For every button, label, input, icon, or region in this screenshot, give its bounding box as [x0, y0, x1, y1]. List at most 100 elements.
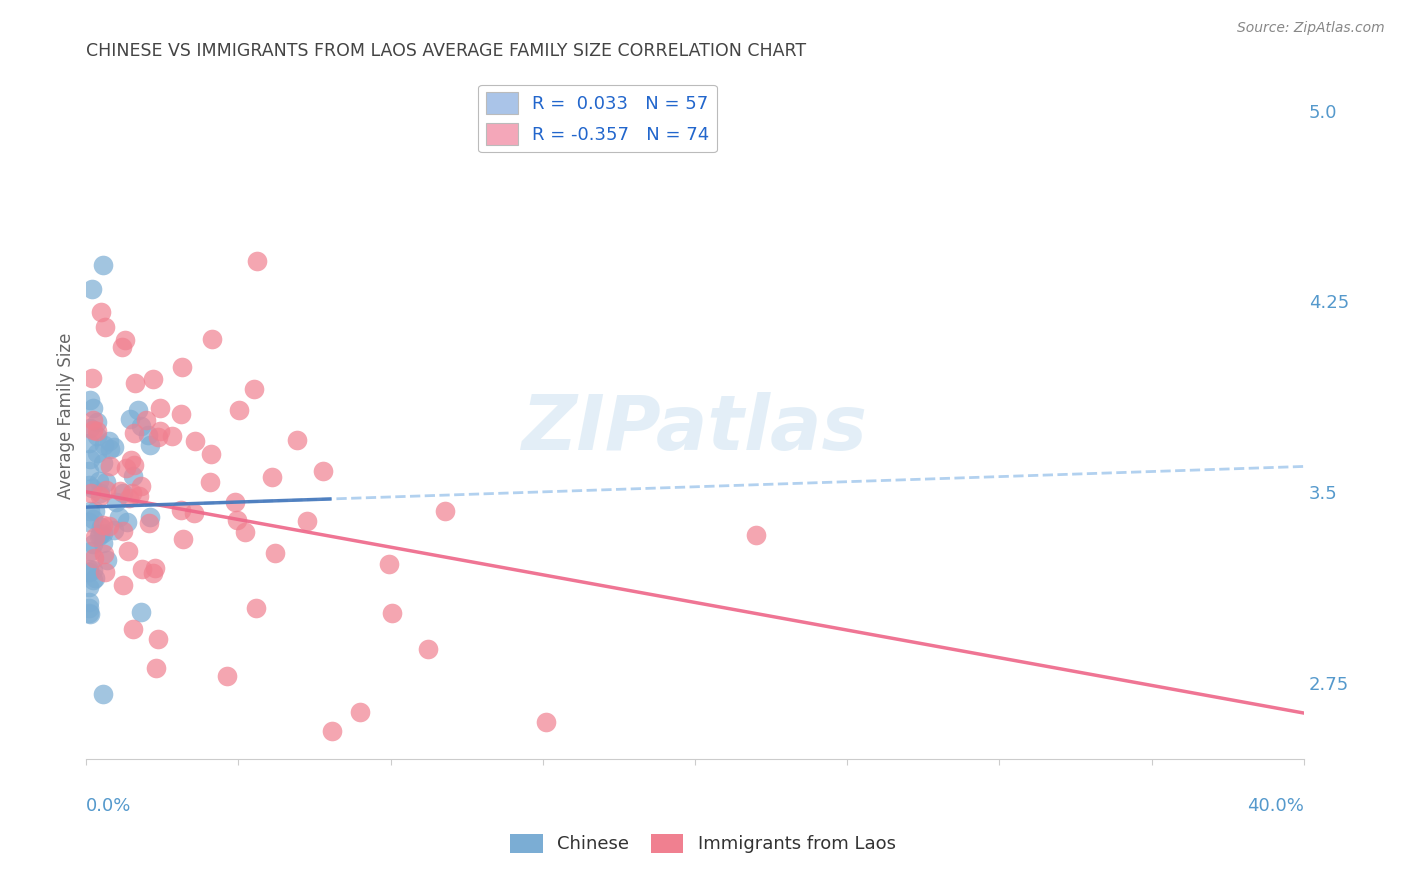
- Point: [108, 483, 131, 498]
- Point: [82, 573, 104, 587]
- Text: 0.0%: 0.0%: [86, 797, 132, 814]
- Point: [83, 551, 105, 566]
- Point: [79, 478, 101, 492]
- Point: [79, 562, 101, 576]
- Point: [295, 514, 318, 528]
- Point: [262, 470, 284, 484]
- Point: [82, 512, 104, 526]
- Point: [235, 524, 257, 539]
- Text: Source: ZipAtlas.com: Source: ZipAtlas.com: [1237, 21, 1385, 35]
- Text: 40.0%: 40.0%: [1247, 797, 1303, 814]
- Point: [111, 578, 134, 592]
- Point: [79, 543, 101, 558]
- Point: [82, 401, 104, 416]
- Point: [111, 340, 134, 354]
- Point: [124, 458, 146, 472]
- Point: [122, 622, 145, 636]
- Point: [98, 458, 121, 473]
- Legend: R =  0.033   N = 57, R = -0.357   N = 74: R = 0.033 N = 57, R = -0.357 N = 74: [478, 85, 717, 153]
- Point: [127, 402, 149, 417]
- Point: [103, 440, 125, 454]
- Point: [131, 561, 153, 575]
- Point: [418, 642, 440, 657]
- Point: [79, 606, 101, 620]
- Point: [142, 372, 165, 386]
- Point: [79, 451, 101, 466]
- Point: [97, 434, 120, 448]
- Point: [80, 481, 103, 495]
- Point: [103, 523, 125, 537]
- Point: [120, 453, 142, 467]
- Point: [124, 376, 146, 390]
- Y-axis label: Average Family Size: Average Family Size: [58, 333, 75, 499]
- Point: [745, 528, 768, 542]
- Point: [131, 479, 153, 493]
- Point: [98, 442, 121, 456]
- Legend: Chinese, Immigrants from Laos: Chinese, Immigrants from Laos: [503, 827, 903, 861]
- Point: [245, 600, 267, 615]
- Point: [183, 506, 205, 520]
- Point: [321, 724, 343, 739]
- Point: [86, 445, 108, 459]
- Point: [105, 494, 128, 508]
- Point: [79, 504, 101, 518]
- Point: [82, 563, 104, 577]
- Point: [143, 561, 166, 575]
- Point: [162, 429, 184, 443]
- Point: [433, 504, 456, 518]
- Point: [120, 411, 142, 425]
- Point: [93, 547, 115, 561]
- Point: [170, 503, 193, 517]
- Point: [124, 425, 146, 440]
- Point: [89, 474, 111, 488]
- Text: CHINESE VS IMMIGRANTS FROM LAOS AVERAGE FAMILY SIZE CORRELATION CHART: CHINESE VS IMMIGRANTS FROM LAOS AVERAGE …: [86, 42, 807, 60]
- Point: [534, 714, 557, 729]
- Point: [145, 661, 167, 675]
- Point: [91, 687, 114, 701]
- Point: [87, 529, 110, 543]
- Point: [200, 447, 222, 461]
- Point: [89, 489, 111, 503]
- Point: [139, 509, 162, 524]
- Point: [112, 524, 135, 538]
- Point: [242, 383, 264, 397]
- Point: [114, 334, 136, 348]
- Point: [149, 401, 172, 415]
- Point: [93, 438, 115, 452]
- Point: [79, 607, 101, 621]
- Point: [79, 515, 101, 529]
- Point: [90, 520, 112, 534]
- Point: [149, 424, 172, 438]
- Point: [82, 537, 104, 551]
- Point: [79, 600, 101, 615]
- Point: [378, 558, 401, 572]
- Point: [82, 413, 104, 427]
- Point: [79, 595, 101, 609]
- Point: [96, 553, 118, 567]
- Point: [183, 434, 205, 449]
- Point: [172, 359, 194, 374]
- Point: [225, 513, 247, 527]
- Point: [82, 281, 104, 295]
- Point: [82, 423, 104, 437]
- Point: [115, 461, 138, 475]
- Point: [94, 565, 117, 579]
- Point: [117, 516, 139, 530]
- Text: ZIPatlas: ZIPatlas: [522, 392, 868, 467]
- Point: [135, 413, 157, 427]
- Point: [138, 516, 160, 530]
- Point: [172, 532, 194, 546]
- Point: [83, 504, 105, 518]
- Point: [246, 254, 269, 268]
- Point: [79, 393, 101, 408]
- Point: [93, 526, 115, 541]
- Point: [381, 606, 404, 620]
- Point: [96, 483, 118, 498]
- Point: [146, 632, 169, 647]
- Point: [118, 491, 141, 505]
- Point: [264, 546, 287, 560]
- Point: [285, 433, 308, 447]
- Point: [108, 510, 131, 524]
- Point: [89, 527, 111, 541]
- Point: [139, 438, 162, 452]
